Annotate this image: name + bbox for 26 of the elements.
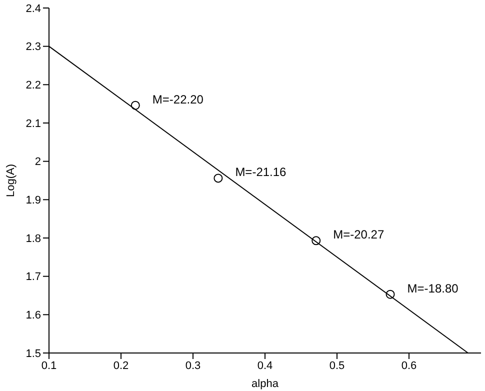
x-tick-label: 0.5 [329,360,345,372]
y-tick-label: 2.3 [26,41,41,54]
y-tick-label: 1.7 [26,271,41,284]
y-tick-label: 1.8 [26,232,41,245]
y-tick-label: 1.5 [26,348,41,360]
x-tick-label: 0.6 [401,360,417,372]
y-axis-title: Log(A) [4,164,17,198]
y-tick-label: 1.6 [26,310,41,322]
y-tick-label: 1.9 [26,194,41,207]
x-tick-label: 0.4 [257,360,273,372]
annotation: M=-20.27 [333,228,384,242]
point [386,290,395,299]
annotation: M=-21.16 [235,165,287,180]
point [214,174,223,183]
y-tick-label: 2.2 [26,80,41,92]
x-tick-label: 0.2 [113,360,129,372]
annotation: M=-22.20 [152,92,204,106]
annotation: M=-18.80 [407,281,459,296]
y-tick-label: 2.1 [26,118,41,130]
point [312,236,321,246]
x-axis-title: alpha [252,378,280,390]
x-tick-label: 0.1 [41,360,57,372]
x-tick-label: 0.3 [185,360,201,372]
y-tick-label: 2 [34,156,41,168]
y-tick-label: 2.4 [26,2,41,15]
point [130,100,140,110]
